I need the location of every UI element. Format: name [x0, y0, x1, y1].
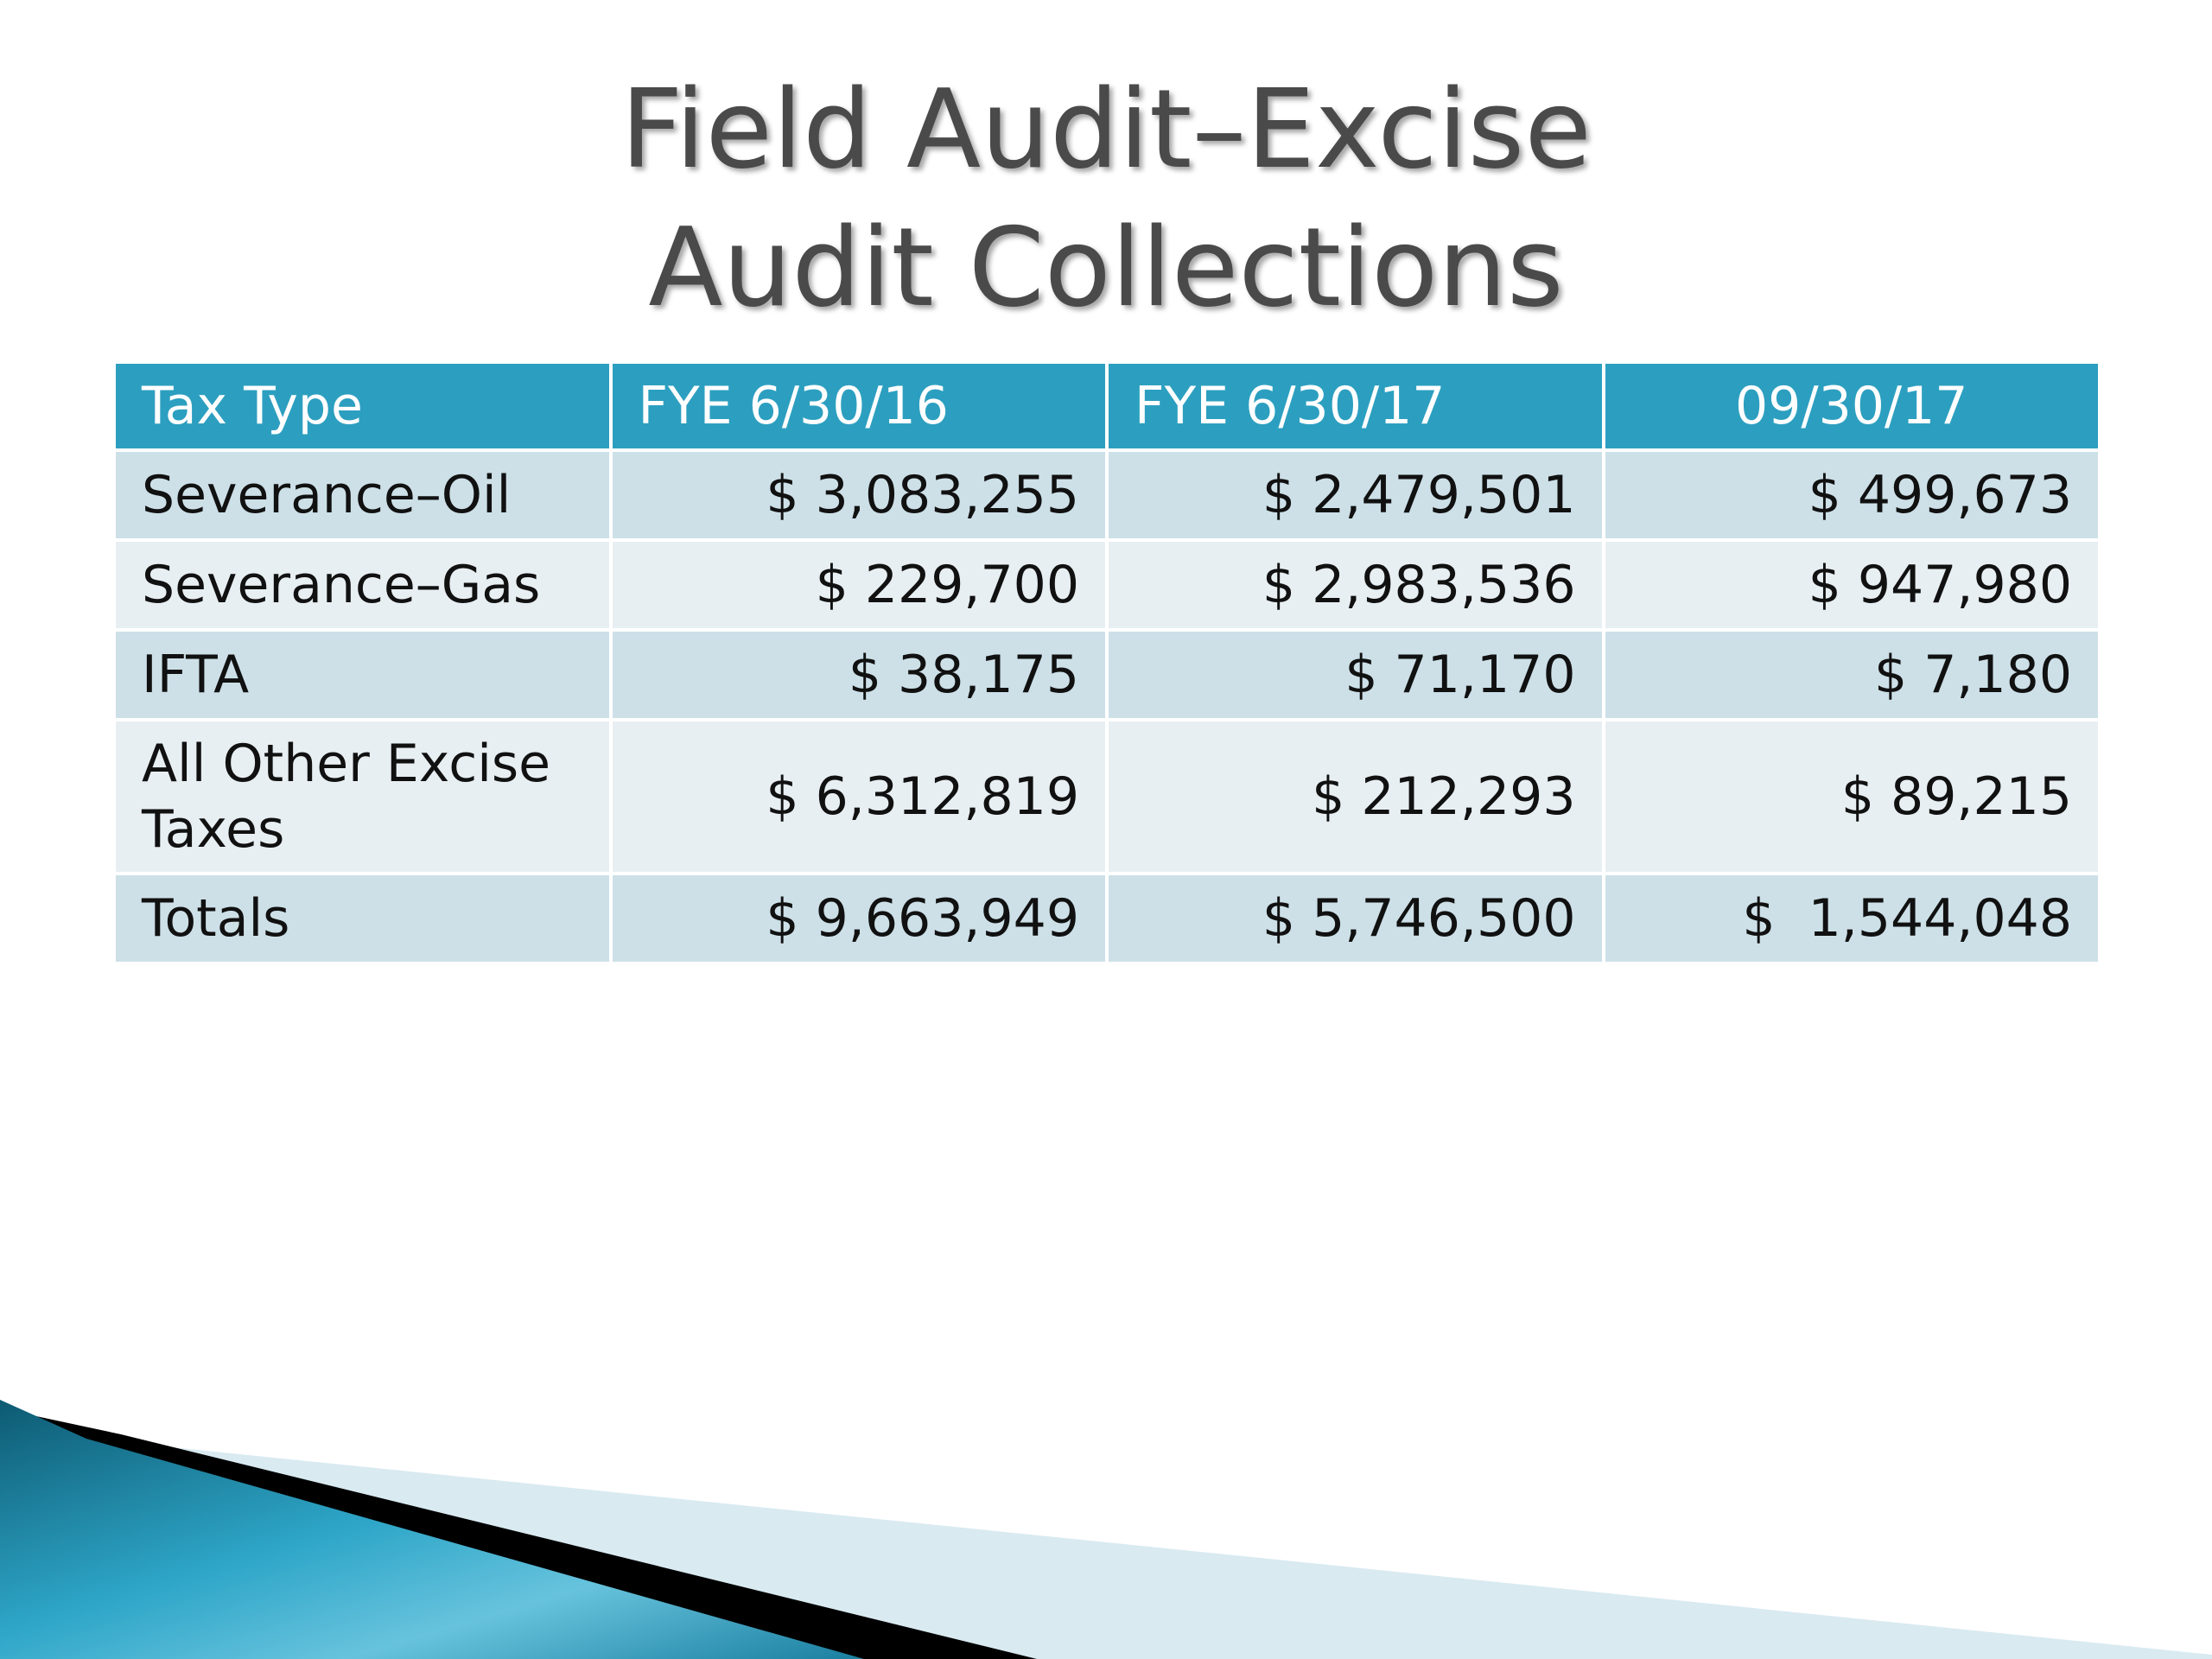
- table-header-row: Tax Type FYE 6/30/16 FYE 6/30/17 09/30/1…: [112, 360, 2101, 452]
- cell-fye17: $ 2,983,536: [1105, 538, 1605, 632]
- row-label: Totals: [112, 872, 613, 965]
- decorative-swoosh-graphic: [0, 1400, 2212, 1659]
- table-row: IFTA $ 38,175 $ 71,170 $ 7,180: [112, 628, 2101, 721]
- cell-fye16: $ 9,663,949: [608, 872, 1109, 965]
- header-fye-2017: FYE 6/30/17: [1105, 360, 1605, 452]
- slide-title: Field Audit–Excise Audit Collections: [0, 60, 2212, 337]
- row-label: Severance–Oil: [112, 448, 613, 542]
- cell-q: $ 7,180: [1601, 628, 2101, 721]
- cell-fye16: $ 229,700: [608, 538, 1109, 632]
- cell-fye16: $ 6,312,819: [608, 718, 1109, 875]
- cell-q: $ 947,980: [1601, 538, 2101, 632]
- title-line-1: Field Audit–Excise: [620, 66, 1592, 193]
- row-label: Severance–Gas: [112, 538, 613, 632]
- cell-fye17: $ 5,746,500: [1105, 872, 1605, 965]
- row-label: IFTA: [112, 628, 613, 721]
- audit-collections-table: Tax Type FYE 6/30/16 FYE 6/30/17 09/30/1…: [112, 360, 2101, 965]
- header-tax-type: Tax Type: [112, 360, 613, 452]
- cell-q: $ 1,544,048: [1601, 872, 2101, 965]
- cell-fye17: $ 71,170: [1105, 628, 1605, 721]
- cell-fye16: $ 3,083,255: [608, 448, 1109, 542]
- title-line-2: Audit Collections: [648, 204, 1564, 331]
- table-row-totals: Totals $ 9,663,949 $ 5,746,500 $ 1,544,0…: [112, 872, 2101, 965]
- cell-fye16: $ 38,175: [608, 628, 1109, 721]
- table-row: All Other Excise Taxes $ 6,312,819 $ 212…: [112, 718, 2101, 875]
- table-row: Severance–Oil $ 3,083,255 $ 2,479,501 $ …: [112, 448, 2101, 542]
- cell-fye17: $ 212,293: [1105, 718, 1605, 875]
- cell-q: $ 89,215: [1601, 718, 2101, 875]
- header-fye-2016: FYE 6/30/16: [608, 360, 1109, 452]
- table-row: Severance–Gas $ 229,700 $ 2,983,536 $ 94…: [112, 538, 2101, 632]
- cell-q: $ 499,673: [1601, 448, 2101, 542]
- header-q1-2018: 09/30/17: [1601, 360, 2101, 452]
- cell-fye17: $ 2,479,501: [1105, 448, 1605, 542]
- row-label: All Other Excise Taxes: [112, 718, 613, 875]
